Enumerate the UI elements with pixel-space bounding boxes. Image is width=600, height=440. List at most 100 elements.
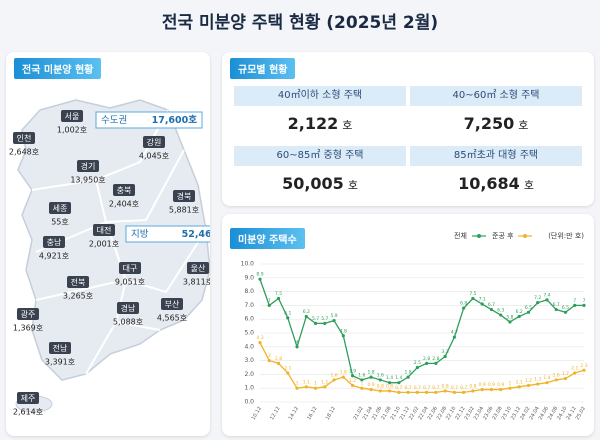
data-label: 7.1: [479, 297, 486, 303]
x-tick-label: 12.12: [269, 406, 281, 421]
data-label: 4.8: [340, 328, 347, 334]
data-label: 0.7: [405, 385, 412, 391]
data-label: 2.8: [423, 356, 430, 362]
region-name: 강원: [147, 137, 162, 147]
data-label: 7.4: [543, 292, 550, 298]
point: [276, 296, 281, 301]
data-label: 5.7: [321, 316, 328, 322]
callout-name: 수도권: [101, 114, 127, 126]
cell-value-row: 50,005 호: [234, 166, 406, 202]
point: [434, 361, 438, 365]
cell-label: 60~85㎡ 중형 주택: [234, 146, 406, 166]
data-label: 7: [573, 298, 576, 304]
data-label: 0.8: [442, 383, 449, 389]
point: [369, 387, 373, 392]
point: [397, 390, 401, 394]
data-label: 0.9: [488, 382, 495, 388]
data-label: 1.2: [525, 378, 532, 384]
data-label: 0.9: [497, 382, 504, 388]
region-name: 부산: [165, 299, 180, 309]
point: [508, 320, 512, 324]
region-name: 충북: [117, 186, 132, 195]
point: [480, 387, 484, 392]
data-label: 7.5: [275, 291, 282, 297]
point: [526, 310, 531, 314]
region-value: 5,881호: [169, 206, 199, 215]
point: [554, 307, 558, 312]
point: [323, 321, 327, 325]
data-label: 7.5: [469, 291, 476, 297]
region-label-box: [17, 308, 39, 320]
region-label-box: [173, 190, 195, 202]
point: [415, 365, 419, 370]
chart-title: 미분양 주택수: [230, 228, 305, 249]
data-label: 1.6: [377, 372, 384, 378]
chart: 0.0 1.0 2.0 3.0 4.0 5.0 6.0 7.0 8.0 9.0 10.0 10.12 1…: [241, 231, 588, 421]
region-name: 울산: [191, 263, 206, 273]
point: [517, 385, 521, 389]
data-label: 7: [583, 298, 586, 304]
y-tick-label: 0.0: [244, 399, 254, 406]
data-label: 1.1: [321, 379, 328, 385]
data-label: 1.7: [562, 371, 569, 377]
region-name: 서울: [65, 112, 80, 121]
region-name: 대구: [123, 264, 138, 273]
x-tick-label: 16.12: [306, 406, 318, 421]
point: [563, 310, 568, 314]
cell-value: 7,250: [463, 114, 515, 133]
point: [480, 302, 484, 306]
cell-unit: 호: [342, 119, 353, 132]
point: [286, 371, 290, 375]
point: [286, 316, 290, 320]
callout-name: 지방: [131, 229, 149, 240]
size-title: 규모별 현황: [230, 58, 296, 79]
point: [536, 301, 540, 305]
region-value: 3,811호: [183, 278, 210, 287]
region-name: 전북: [71, 277, 86, 287]
data-label: 1.8: [367, 370, 374, 376]
cell-label: 40~60㎡ 소형 주택: [410, 86, 582, 106]
point: [434, 390, 438, 394]
region-label-box: [119, 262, 141, 274]
cell-value: 50,005: [282, 174, 344, 193]
data-label: 1: [360, 381, 363, 387]
x-tick-label: 10.12: [251, 406, 263, 421]
region-value: 1,369호: [13, 324, 43, 333]
y-tick-label: 2.0: [244, 371, 254, 378]
y-tick-label: 9.0: [244, 274, 254, 281]
region-label-box: [67, 276, 89, 288]
point: [563, 376, 568, 381]
data-label: 8.9: [256, 272, 263, 278]
point: [452, 335, 456, 339]
point: [425, 390, 429, 394]
unit-note: (단위:만 호): [548, 231, 584, 240]
point: [378, 378, 382, 382]
data-label: 6.2: [516, 309, 523, 315]
data-label: 2.8: [275, 356, 282, 362]
data-label: 1.1: [516, 379, 523, 385]
region-value: 13,950호: [70, 176, 105, 185]
data-label: 1.6: [553, 372, 560, 378]
data-label: 1.9: [349, 368, 356, 374]
point: [545, 298, 549, 302]
region-label-box: [113, 184, 135, 196]
region-name: 전남: [53, 343, 68, 353]
point: [462, 306, 466, 310]
cell-value-row: 7,250 호: [410, 106, 582, 142]
point: [313, 321, 318, 325]
point: [267, 303, 271, 307]
data-label: 0.7: [414, 385, 421, 391]
callout-box: [95, 111, 203, 129]
y-tick-label: 3.0: [244, 357, 254, 364]
y-tick-label: 6.0: [244, 316, 254, 323]
point: [545, 381, 549, 385]
data-label: 0.8: [469, 383, 476, 389]
data-label: 2.3: [580, 363, 587, 369]
point: [360, 386, 364, 390]
data-label: 3: [268, 353, 271, 359]
data-label: 1: [296, 381, 299, 387]
callout-value: 52,461호: [182, 229, 210, 240]
data-label: 1.4: [386, 375, 393, 381]
